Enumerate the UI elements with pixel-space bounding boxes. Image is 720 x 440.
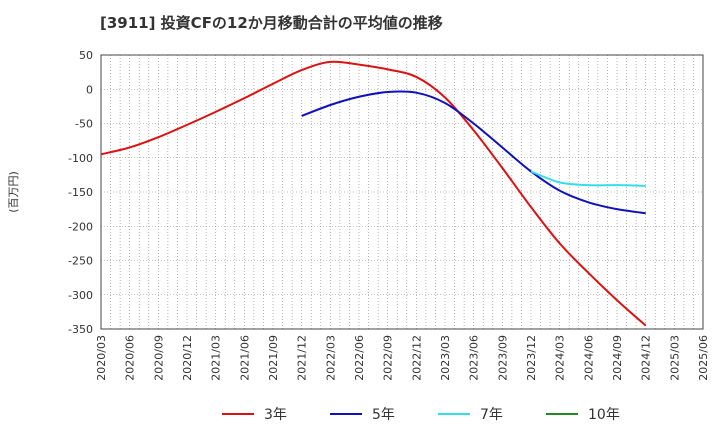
x-tick-label: 2025/03 — [668, 335, 681, 381]
legend-label: 7年 — [480, 407, 503, 423]
x-tick-label: 2022/12 — [410, 335, 423, 381]
y-tick-label: -250 — [68, 255, 93, 268]
y-axis-label: (百万円) — [7, 171, 20, 213]
x-tick-label: 2020/09 — [152, 335, 165, 381]
legend: 3年 5年 7年 10年 — [222, 407, 620, 423]
x-tick-label: 2024/12 — [640, 335, 653, 381]
legend-label: 10年 — [588, 407, 620, 423]
axis-layer: 50 0 -50 -100 -150 -200 -250 -300 -350 (百万円) 2020/… — [7, 49, 710, 381]
y-tick-label: -350 — [68, 323, 93, 336]
x-tick-label: 2021/12 — [296, 335, 309, 381]
x-tick-label: 2021/06 — [238, 335, 251, 381]
x-tick-label: 2022/09 — [382, 335, 395, 381]
x-tick-label: 2021/03 — [210, 335, 223, 381]
y-tick-label: -150 — [68, 186, 93, 199]
y-tick-label: -100 — [68, 152, 93, 165]
x-tick-label: 2023/06 — [468, 335, 481, 381]
y-tick-label: 50 — [79, 49, 93, 62]
x-tick-label: 2020/03 — [95, 335, 108, 381]
y-tick-label: -200 — [68, 220, 93, 233]
x-tick-label: 2023/12 — [525, 335, 538, 381]
x-tick-label: 2020/06 — [124, 335, 137, 381]
x-tick-label: 2024/06 — [582, 335, 595, 381]
legend-label: 5年 — [372, 407, 395, 423]
series-line-5年 — [301, 90, 646, 215]
chart-title: [3911] 投資CFの12か月移動合計の平均値の推移 — [100, 14, 443, 32]
legend-label: 3年 — [264, 407, 287, 423]
x-tick-label: 2024/03 — [554, 335, 567, 381]
plot-frame — [100, 54, 704, 330]
x-tick-label: 2022/03 — [324, 335, 337, 381]
series-line-3年 — [100, 60, 647, 327]
x-tick-label: 2023/03 — [439, 335, 452, 381]
x-tick-label: 2020/12 — [181, 335, 194, 381]
y-tick-label: -50 — [75, 118, 93, 131]
x-tick-label: 2024/09 — [611, 335, 624, 381]
x-tick-label: 2021/09 — [267, 335, 280, 381]
x-tick-label: 2025/06 — [697, 335, 710, 381]
series-line-7年 — [530, 170, 646, 187]
grid-layer — [100, 54, 704, 330]
y-tick-label: -300 — [68, 289, 93, 302]
x-tick-label: 2022/06 — [353, 335, 366, 381]
y-tick-label: 0 — [86, 83, 93, 96]
x-tick-label: 2023/09 — [496, 335, 509, 381]
series-layer — [100, 60, 647, 327]
